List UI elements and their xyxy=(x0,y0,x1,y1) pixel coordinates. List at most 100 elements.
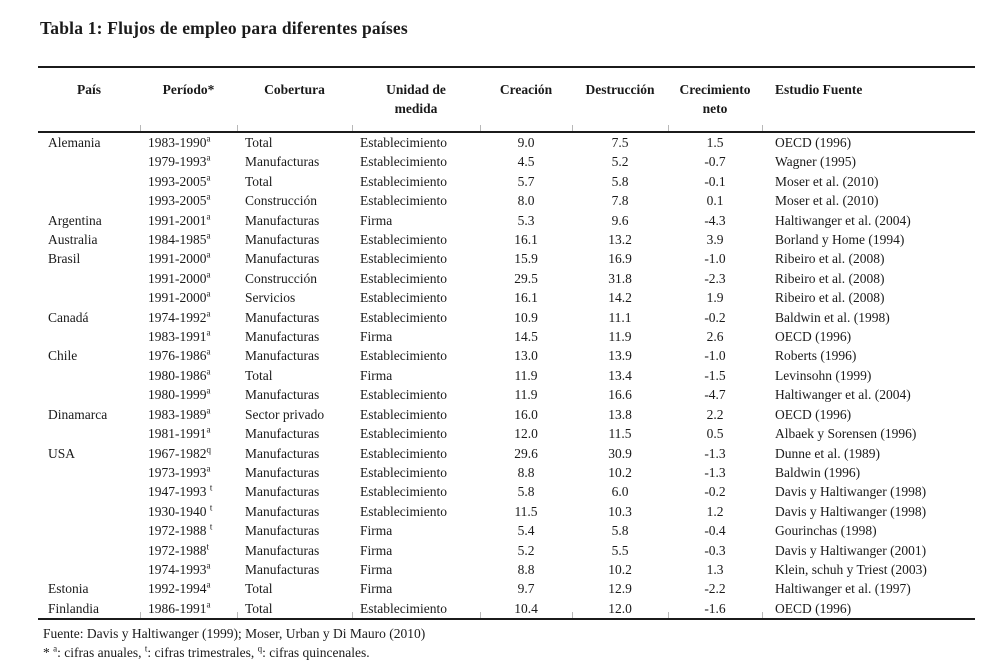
table-row: 1973-1993a Manufacturas Establecimiento 8.8… xyxy=(38,463,975,482)
periodo-superscript: t xyxy=(209,502,213,513)
cell-unidad: Establecimiento xyxy=(360,503,447,519)
column-tick xyxy=(668,612,669,618)
table-row: 1991-2000a Servicios Establecimiento 16.1 14… xyxy=(38,288,975,307)
cell-periodo: 1991-2001a xyxy=(148,211,211,228)
cell-pais xyxy=(38,385,140,404)
cell-pais xyxy=(38,366,140,385)
cell-creacion: 8.8 xyxy=(517,561,535,577)
cell-fuente: Davis y Haltiwanger (1998) xyxy=(775,484,927,500)
cell-unidad: Firma xyxy=(360,212,393,228)
cell-periodo: 1947-1993 t xyxy=(148,482,213,500)
cell-periodo: 1991-2000a xyxy=(148,249,211,267)
cell-periodo: 1983-1990a xyxy=(148,133,211,150)
cell-cobertura: Sector privado xyxy=(245,406,325,422)
table-row: Finlandia 1986-1991a Total Establecimiento 1… xyxy=(38,599,975,619)
table-row: 1979-1993a Manufacturas Establecimiento 4.5… xyxy=(38,152,975,171)
table-row: Canadá 1974-1992a Manufacturas Establecimie… xyxy=(38,308,975,327)
footnote-sup-q: q xyxy=(257,643,263,654)
table-row: USA 1967-1982q Manufacturas Establecimiento… xyxy=(38,444,975,463)
cell-neto: -1.3 xyxy=(704,445,726,461)
cell-neto: -2.3 xyxy=(704,270,726,286)
cell-periodo: 1984-1985a xyxy=(148,230,211,248)
cell-neto: -2.2 xyxy=(704,581,726,597)
cell-neto: -0.7 xyxy=(704,154,726,170)
footnote-sup-a: a xyxy=(53,643,58,654)
cell-fuente: Haltiwanger et al. (1997) xyxy=(775,581,911,597)
column-tick xyxy=(668,125,669,131)
cell-neto: -0.3 xyxy=(704,542,726,558)
cell-pais: Finlandia xyxy=(48,600,99,616)
column-tick xyxy=(572,612,573,618)
cell-unidad: Establecimiento xyxy=(360,464,447,480)
cell-creacion: 16.1 xyxy=(514,290,538,306)
cell-neto: -4.3 xyxy=(704,212,726,228)
cell-pais xyxy=(38,502,140,521)
cell-pais xyxy=(38,191,140,210)
cell-neto: 0.5 xyxy=(706,426,724,442)
table-row: 1993-2005a Construcción Establecimiento 8.0… xyxy=(38,191,975,210)
column-tick xyxy=(762,612,763,618)
periodo-superscript: a xyxy=(206,327,211,338)
table-row: 1947-1993 t Manufacturas Establecimiento 5.… xyxy=(38,482,975,501)
cell-neto: -1.3 xyxy=(704,464,726,480)
cell-destruccion: 13.4 xyxy=(608,367,632,383)
cell-periodo: 1983-1991a xyxy=(148,327,211,345)
table-row: 1974-1993a Manufacturas Firma 8.8 10.2 1.3 Kle… xyxy=(38,560,975,579)
table-row: 1930-1940 t Manufacturas Establecimiento 11… xyxy=(38,502,975,521)
table-row: 1993-2005a Total Establecimiento 5.7 5.8 -0.1… xyxy=(38,172,975,191)
table-row: Australia 1984-1985a Manufacturas Estableci… xyxy=(38,230,975,249)
cell-fuente: Klein, schuh y Triest (2003) xyxy=(775,561,927,577)
cell-cobertura: Manufacturas xyxy=(245,348,320,364)
cell-neto: 1.5 xyxy=(706,135,724,150)
cell-fuente: OECD (1996) xyxy=(775,135,852,150)
cell-fuente: Davis y Haltiwanger (2001) xyxy=(775,542,927,558)
cell-cobertura: Manufacturas xyxy=(245,329,320,345)
table-row: Alemania 1983-1990a Total Establecimiento 9.… xyxy=(38,132,975,152)
table-row: 1972-1988t Manufacturas Firma 5.2 5.5 -0.3 Dav… xyxy=(38,541,975,560)
cell-cobertura: Total xyxy=(245,173,273,189)
cell-unidad: Establecimiento xyxy=(360,387,447,403)
cell-pais: Estonia xyxy=(48,581,89,597)
cell-pais: Brasil xyxy=(48,251,81,267)
cell-neto: -1.5 xyxy=(704,367,726,383)
cell-pais xyxy=(38,521,140,540)
col-header-fuente: Estudio Fuente xyxy=(762,67,975,133)
cell-fuente: Wagner (1995) xyxy=(775,154,857,170)
periodo-superscript: a xyxy=(206,385,211,396)
column-tick xyxy=(572,125,573,131)
cell-unidad: Establecimiento xyxy=(360,270,447,286)
cell-cobertura: Manufacturas xyxy=(245,542,320,558)
cell-periodo: 1992-1994a xyxy=(148,579,211,597)
periodo-superscript: a xyxy=(206,172,211,183)
cell-pais: USA xyxy=(48,445,76,461)
periodo-superscript: q xyxy=(206,444,212,454)
table-row: Brasil 1991-2000a Manufacturas Establecimie… xyxy=(38,249,975,268)
cell-creacion: 5.3 xyxy=(517,212,535,228)
cell-periodo: 1972-1988 t xyxy=(148,521,213,539)
cell-pais xyxy=(38,172,140,191)
cell-creacion: 14.5 xyxy=(514,329,538,345)
cell-cobertura: Manufacturas xyxy=(245,154,320,170)
cell-periodo: 1993-2005a xyxy=(148,172,211,189)
cell-destruccion: 10.3 xyxy=(608,503,632,519)
cell-cobertura: Manufacturas xyxy=(245,464,320,480)
cell-fuente: Davis y Haltiwanger (1998) xyxy=(775,503,927,519)
table-row: 1980-1986a Total Firma 11.9 13.4 -1.5 Levinsoh… xyxy=(38,366,975,385)
cell-pais: Dinamarca xyxy=(48,406,108,422)
cell-pais xyxy=(38,463,140,482)
cell-fuente: OECD (1996) xyxy=(775,329,852,345)
cell-neto: 1.2 xyxy=(706,503,724,519)
cell-creacion: 8.0 xyxy=(517,193,535,209)
cell-creacion: 12.0 xyxy=(514,426,538,442)
cell-neto: -0.2 xyxy=(704,484,726,500)
cell-unidad: Establecimiento xyxy=(360,193,447,209)
cell-neto: -4.7 xyxy=(704,387,726,403)
cell-creacion: 9.0 xyxy=(517,135,535,150)
column-tick xyxy=(237,612,238,618)
cell-pais xyxy=(38,288,140,307)
cell-periodo: 1974-1993a xyxy=(148,560,211,577)
cell-periodo: 1991-2000a xyxy=(148,269,211,286)
footnote-text-trimestrales: : cifras trimestrales, xyxy=(147,645,258,660)
periodo-superscript: a xyxy=(206,463,211,474)
cell-creacion: 11.9 xyxy=(514,387,538,403)
